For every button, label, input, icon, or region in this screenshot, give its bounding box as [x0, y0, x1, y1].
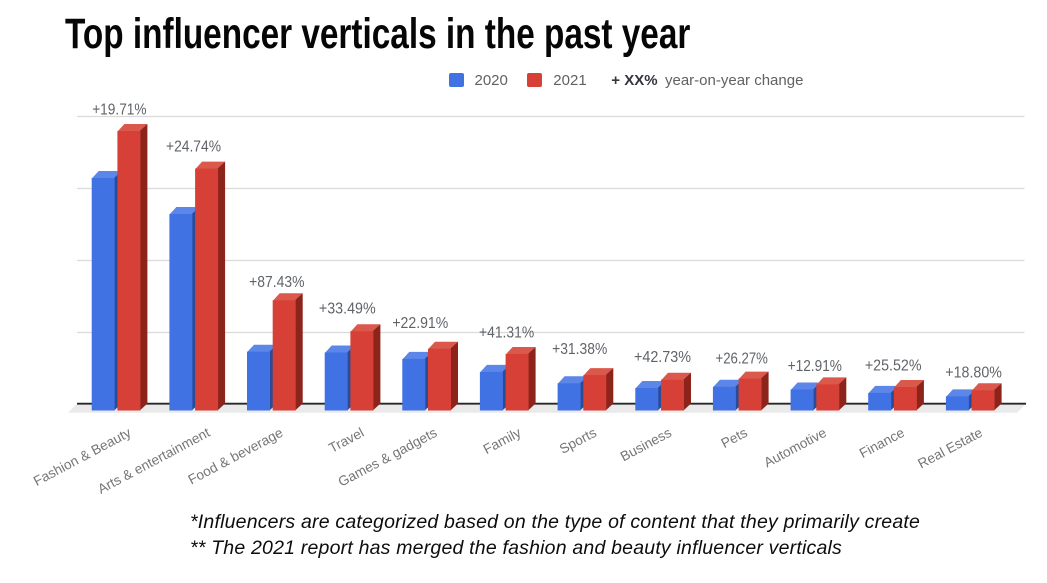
svg-text:+18.80%: +18.80%	[945, 365, 1002, 382]
svg-text:+87.43%: +87.43%	[249, 274, 304, 291]
svg-text:Pets: Pets	[719, 425, 750, 451]
svg-text:+31.38%: +31.38%	[552, 341, 607, 358]
svg-text:+24.74%: +24.74%	[166, 138, 221, 155]
svg-text:+33.49%: +33.49%	[319, 301, 376, 318]
svg-text:Automotive: Automotive	[761, 425, 829, 470]
svg-text:+12.91%: +12.91%	[788, 358, 842, 375]
svg-text:Sports: Sports	[557, 425, 599, 457]
svg-text:+42.73%: +42.73%	[634, 349, 691, 366]
svg-text:+26.27%: +26.27%	[716, 350, 769, 367]
svg-text:+19.71%: +19.71%	[92, 102, 147, 119]
svg-text:Travel: Travel	[326, 425, 366, 456]
svg-text:Business: Business	[618, 425, 674, 464]
svg-text:Family: Family	[481, 425, 524, 457]
svg-text:Finance: Finance	[857, 425, 907, 461]
svg-text:+22.91%: +22.91%	[392, 315, 448, 332]
svg-text:+41.31%: +41.31%	[479, 325, 534, 342]
svg-text:+25.52%: +25.52%	[865, 357, 922, 374]
svg-text:Real Estate: Real Estate	[915, 425, 985, 471]
